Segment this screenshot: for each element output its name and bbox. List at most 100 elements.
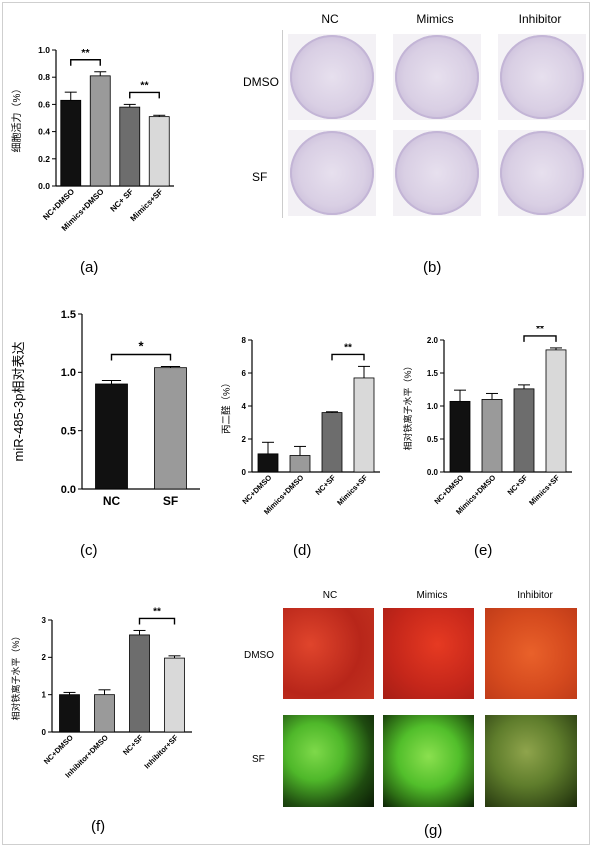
panel-letter-d: (d) (293, 542, 312, 559)
plate-sf-inhibitor (498, 130, 586, 216)
panel-b-row-dmso: DMSO (243, 75, 279, 89)
micro-sf-nc (283, 715, 374, 807)
y-tick-label: 0.2 (38, 154, 50, 164)
significance-label: ** (153, 606, 161, 617)
chart-e: 0.00.51.01.52.0相对铁离子水平（%）NC+DMSOMimics+D… (402, 326, 572, 516)
category-label: NC+SF (506, 473, 530, 497)
y-axis-title: 丙二醛（%） (221, 378, 233, 434)
plate-dmso-inhibitor (498, 34, 586, 120)
bar-0 (95, 383, 128, 490)
chart-c: 0.0 0.5 1.0 1.5 miR-485-3p相对表达 NC SF * (11, 309, 200, 508)
y-tick-label: 2 (42, 653, 47, 662)
significance-bracket (110, 353, 172, 361)
panel-letter-e: (e) (474, 542, 493, 559)
category-label: NC+SF (314, 473, 338, 497)
significance-label: ** (536, 326, 544, 335)
y-tick-label: 2.0 (427, 336, 439, 345)
y-tick-label: 3 (42, 616, 47, 625)
panel-g-row-sf: SF (252, 754, 265, 765)
panel-letter-c: (c) (80, 542, 98, 559)
y-tick-label: 8 (242, 336, 247, 345)
y-axis-title: miR-485-3p相对表达 (11, 342, 26, 462)
category-label: NC+DMSO (432, 473, 465, 506)
micro-sf-mimics (383, 715, 474, 807)
category-label: NC+ SF (109, 187, 136, 214)
significance-label: ** (140, 79, 149, 91)
category-label: NC (103, 494, 121, 508)
y-tick-label: 0.5 (427, 435, 439, 444)
y-tick-label: 0.0 (38, 181, 50, 191)
y-tick-label: 1.0 (61, 367, 76, 379)
y-axis-title: 相对铁离子水平（%） (10, 631, 21, 720)
bar-0 (449, 400, 471, 473)
bar-3 (545, 349, 567, 473)
bar-0 (60, 99, 82, 187)
y-tick-label: 2 (242, 435, 247, 444)
bar-2 (321, 412, 343, 473)
y-tick-label: 1.0 (38, 45, 50, 55)
plate-sf-nc (288, 130, 376, 216)
bar-2 (119, 106, 141, 187)
panel-g-col-nc: NC (322, 590, 338, 601)
panel-letter-a: (a) (80, 259, 99, 276)
bar-1 (481, 399, 503, 473)
plate-dmso-nc (288, 34, 376, 120)
bar-3 (353, 377, 375, 473)
y-tick-label: 0.0 (427, 468, 439, 477)
bar-1 (94, 694, 115, 733)
micro-dmso-inhibitor (485, 608, 577, 699)
panel-b-col-mimics: Mimics (416, 12, 454, 26)
y-tick-label: 6 (242, 369, 247, 378)
panel-b-col-nc: NC (321, 12, 339, 26)
y-axis-title: 相对铁离子水平（%） (402, 361, 413, 450)
plate-dmso-mimics (393, 34, 481, 120)
bar-0 (257, 453, 279, 473)
y-tick-label: 1.5 (427, 369, 439, 378)
bar-1 (154, 367, 187, 490)
significance-label: * (138, 339, 144, 354)
panel-b-divider (282, 30, 283, 218)
chart-a: 0.00.20.40.60.81.0细胞活力（%）NC+DMSOMimics+D… (10, 45, 174, 233)
bar-2 (129, 634, 150, 733)
category-label: Mimics+SF (335, 473, 370, 508)
bar-2 (513, 388, 535, 473)
micro-dmso-nc (283, 608, 374, 699)
significance-label: ** (344, 342, 352, 353)
panel-g-col-inhibitor: Inhibitor (517, 590, 553, 601)
bar-0 (59, 694, 80, 733)
panel-g-col-mimics: Mimics (416, 590, 448, 601)
y-tick-label: 1.5 (61, 309, 76, 321)
micro-sf-inhibitor (485, 715, 577, 807)
bar-1 (89, 75, 111, 187)
micro-dmso-mimics (383, 608, 474, 699)
y-tick-label: 0.6 (38, 99, 50, 109)
significance-bracket (129, 91, 160, 99)
y-tick-label: 0.8 (38, 72, 50, 82)
significance-bracket (70, 59, 101, 66)
y-tick-label: 1.0 (427, 402, 439, 411)
category-label: Mimics+SF (527, 473, 562, 508)
bar-3 (164, 657, 185, 733)
y-tick-label: 0 (42, 728, 47, 737)
panel-letter-g: (g) (424, 822, 443, 839)
significance-bracket (138, 617, 176, 625)
category-label: NC+DMSO (42, 733, 75, 766)
significance-bracket (523, 335, 557, 342)
y-tick-label: 0.0 (61, 484, 76, 496)
y-tick-label: 0.5 (61, 426, 76, 438)
bar-1 (289, 455, 311, 473)
category-label: NC+DMSO (240, 473, 273, 506)
y-axis-title: 细胞活力（%） (10, 84, 23, 153)
y-tick-label: 0 (242, 468, 247, 477)
category-label: Inhibitor+SF (142, 733, 180, 771)
category-label: NC+SF (121, 733, 145, 757)
bar-3 (148, 116, 170, 187)
y-tick-label: 0.4 (38, 127, 50, 137)
significance-bracket (331, 353, 365, 361)
y-tick-label: 4 (242, 402, 247, 411)
panel-b-col-inhibitor: Inhibitor (518, 12, 562, 26)
y-tick-label: 1 (42, 690, 47, 699)
